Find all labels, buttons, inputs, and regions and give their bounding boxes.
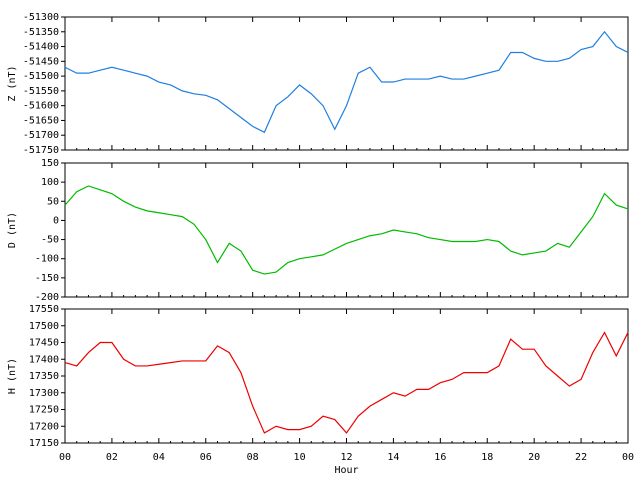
x-tick-label: 10 xyxy=(294,452,306,463)
data-line xyxy=(64,331,629,434)
x-tick-label: 12 xyxy=(340,452,352,463)
plot-frame xyxy=(64,308,629,444)
y-tick-label: 17500 xyxy=(29,321,59,332)
y-tick-label: -51600 xyxy=(23,101,59,112)
y-axis-label: H (nT) xyxy=(7,358,18,394)
x-tick-label: 18 xyxy=(481,452,493,463)
data-line xyxy=(64,30,629,134)
y-tick-label: 17200 xyxy=(29,421,59,432)
y-tick-label: 17550 xyxy=(29,304,59,315)
y-axis-label: D (nT) xyxy=(7,212,18,248)
x-tick-label: 08 xyxy=(247,452,259,463)
x-tick-label: 22 xyxy=(575,452,587,463)
y-tick-label: -51700 xyxy=(23,130,59,141)
x-tick-label: 06 xyxy=(200,452,212,463)
y-tick-label: 17300 xyxy=(29,388,59,399)
y-tick-label: -51500 xyxy=(23,71,59,82)
x-tick-label: 14 xyxy=(387,452,399,463)
y-tick-label: 17450 xyxy=(29,338,59,349)
y-tick-label: -51400 xyxy=(23,42,59,53)
y-tick-label: 17150 xyxy=(29,438,59,449)
y-tick-label: -51350 xyxy=(23,27,59,38)
x-axis-label: Hour xyxy=(334,465,358,476)
y-tick-label: 17350 xyxy=(29,371,59,382)
x-tick-label: 00 xyxy=(622,452,634,463)
y-tick-label: 100 xyxy=(41,177,59,188)
y-tick-label: -150 xyxy=(35,273,59,284)
y-tick-label: 50 xyxy=(47,196,59,207)
x-tick-label: 16 xyxy=(434,452,446,463)
x-tick-label: 04 xyxy=(153,452,165,463)
data-line xyxy=(64,185,629,275)
x-tick-label: 20 xyxy=(528,452,540,463)
y-tick-label: -200 xyxy=(35,292,59,303)
y-tick-label: -51650 xyxy=(23,115,59,126)
y-axis-label: Z (nT) xyxy=(7,65,18,101)
y-tick-label: -50 xyxy=(41,235,59,246)
plot-frame xyxy=(64,162,629,298)
y-tick-label: 17400 xyxy=(29,354,59,365)
y-tick-label: -51300 xyxy=(23,12,59,23)
x-tick-label: 00 xyxy=(59,452,71,463)
x-tick-label: 02 xyxy=(106,452,118,463)
y-tick-label: 17250 xyxy=(29,405,59,416)
y-tick-label: 0 xyxy=(53,215,59,226)
y-tick-label: -51550 xyxy=(23,86,59,97)
y-tick-label: -51450 xyxy=(23,56,59,67)
plot-frame xyxy=(64,16,629,151)
y-tick-label: -100 xyxy=(35,254,59,265)
y-tick-label: 150 xyxy=(41,158,59,169)
y-tick-label: -51750 xyxy=(23,145,59,156)
